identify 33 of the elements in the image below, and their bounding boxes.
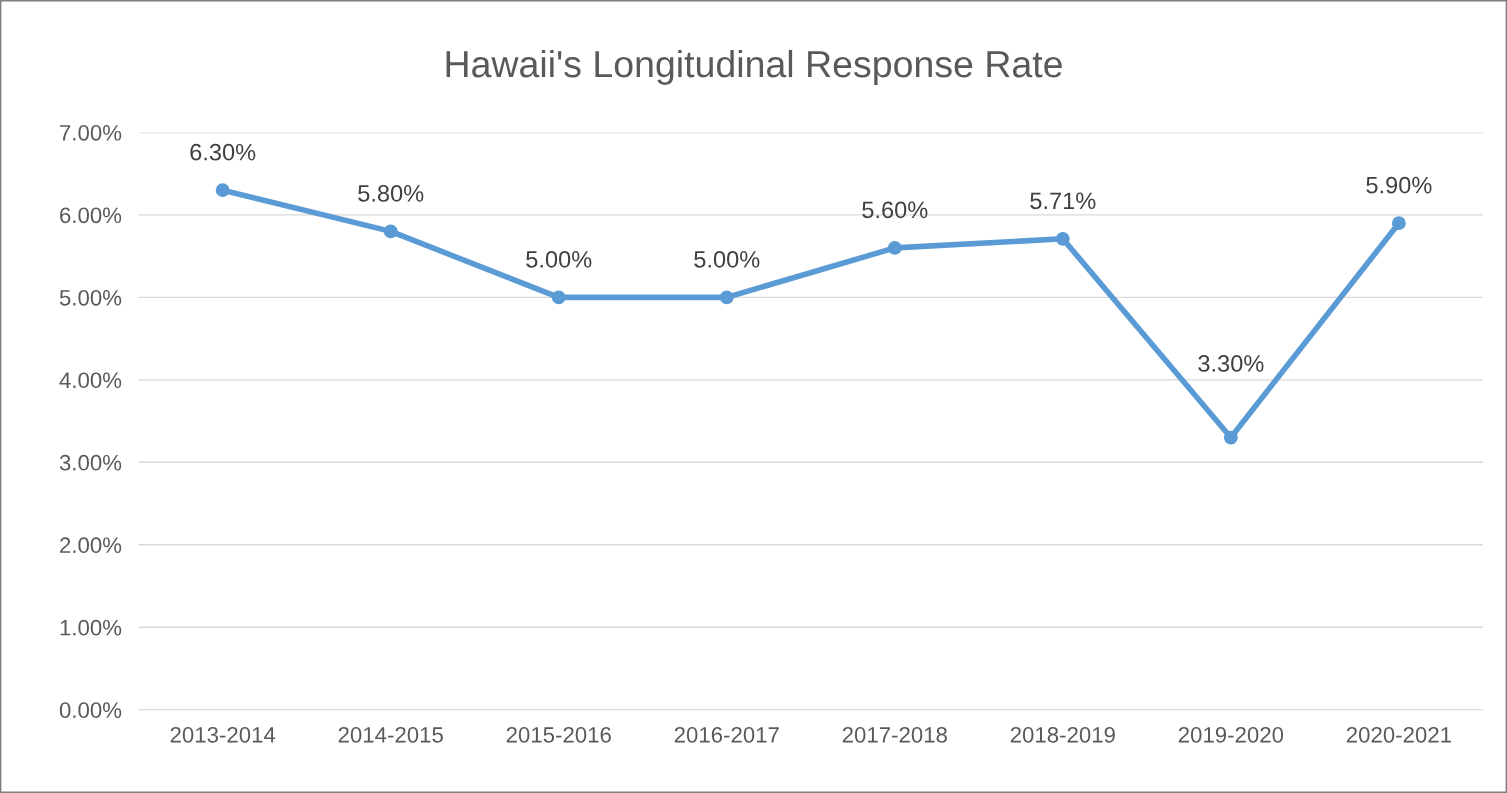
data-label: 5.00%	[694, 250, 760, 268]
x-tick-label: 2019-2020	[1178, 726, 1284, 743]
x-tick-label: 2015-2016	[506, 726, 611, 743]
data-label: 5.71%	[1030, 192, 1096, 210]
point	[215, 183, 230, 198]
y-tick-label: 6.00%	[60, 207, 122, 224]
point	[719, 290, 734, 305]
x-tick-label: 2017-2018	[842, 726, 947, 743]
data-label: 5.00%	[526, 250, 592, 268]
point	[551, 290, 566, 305]
x-tick-label: 2014-2015	[338, 726, 443, 743]
data-label: 5.90%	[1366, 176, 1432, 194]
point	[1055, 231, 1070, 246]
data-label: 5.60%	[862, 201, 928, 219]
point	[383, 224, 398, 239]
point	[1223, 430, 1238, 445]
y-tick-label: 3.00%	[59, 454, 122, 471]
x-tick-label: 2016-2017	[674, 726, 779, 743]
point	[887, 240, 902, 255]
y-tick-label: 5.00%	[59, 289, 122, 306]
y-tick-label: 0.00%	[59, 702, 122, 719]
data-label: 5.80%	[358, 185, 424, 202]
x-tick-label: 2020-2021	[1346, 726, 1451, 743]
x-tick-label: 2013-2014	[170, 726, 276, 743]
data-label: 3.30%	[1198, 355, 1264, 372]
data-label: 6.30%	[190, 143, 256, 161]
y-tick-label: 4.00%	[59, 372, 122, 389]
x-tick-label: 2018-2019	[1010, 726, 1115, 743]
y-tick-label: 7.00%	[60, 124, 122, 141]
y-tick-label: 1.00%	[60, 619, 122, 636]
y-tick-label: 2.00%	[60, 537, 122, 554]
point	[1391, 216, 1406, 231]
chart-title: Hawaii's Longitudinal Response Rate	[446, 49, 1062, 85]
